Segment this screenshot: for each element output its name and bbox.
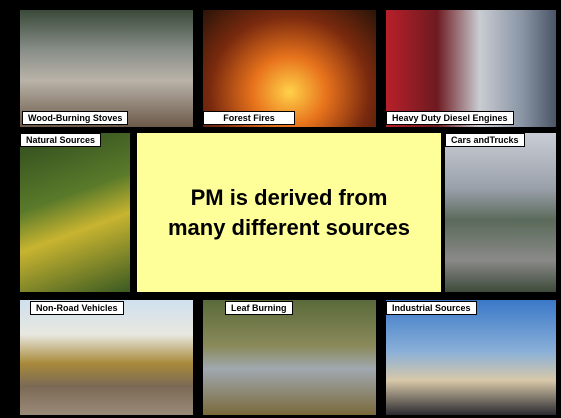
- message-line: many different sources: [168, 213, 410, 243]
- message-box: PM is derived from many different source…: [137, 133, 441, 292]
- photo-non-road-vehicles: Non-Road Vehicles: [20, 300, 193, 415]
- message-line: PM is derived from: [191, 183, 388, 213]
- photo-wood-stoves: Wood-Burning Stoves: [20, 10, 193, 127]
- tile-label: Leaf Burning: [225, 301, 293, 315]
- photo-natural-sources: Natural Sources: [20, 133, 130, 292]
- tile-label: Heavy Duty Diesel Engines: [386, 111, 514, 125]
- photo-industrial-sources: Industrial Sources: [386, 300, 556, 415]
- photo-leaf-burning: Leaf Burning: [203, 300, 376, 415]
- photo-cars-trucks: Cars andTrucks: [445, 133, 556, 292]
- tile-label: Industrial Sources: [386, 301, 477, 315]
- tile-label: Wood-Burning Stoves: [22, 111, 128, 125]
- photo-diesel-trucks: Heavy Duty Diesel Engines: [386, 10, 556, 127]
- slide: Wood-Burning Stoves Forest Fires Heavy D…: [0, 0, 561, 418]
- tile-label: Forest Fires: [203, 111, 295, 125]
- tile-label: Cars andTrucks: [445, 133, 525, 147]
- photo-forest-fire: Forest Fires: [203, 10, 376, 127]
- tile-label: Non-Road Vehicles: [30, 301, 124, 315]
- tile-label: Natural Sources: [20, 133, 101, 147]
